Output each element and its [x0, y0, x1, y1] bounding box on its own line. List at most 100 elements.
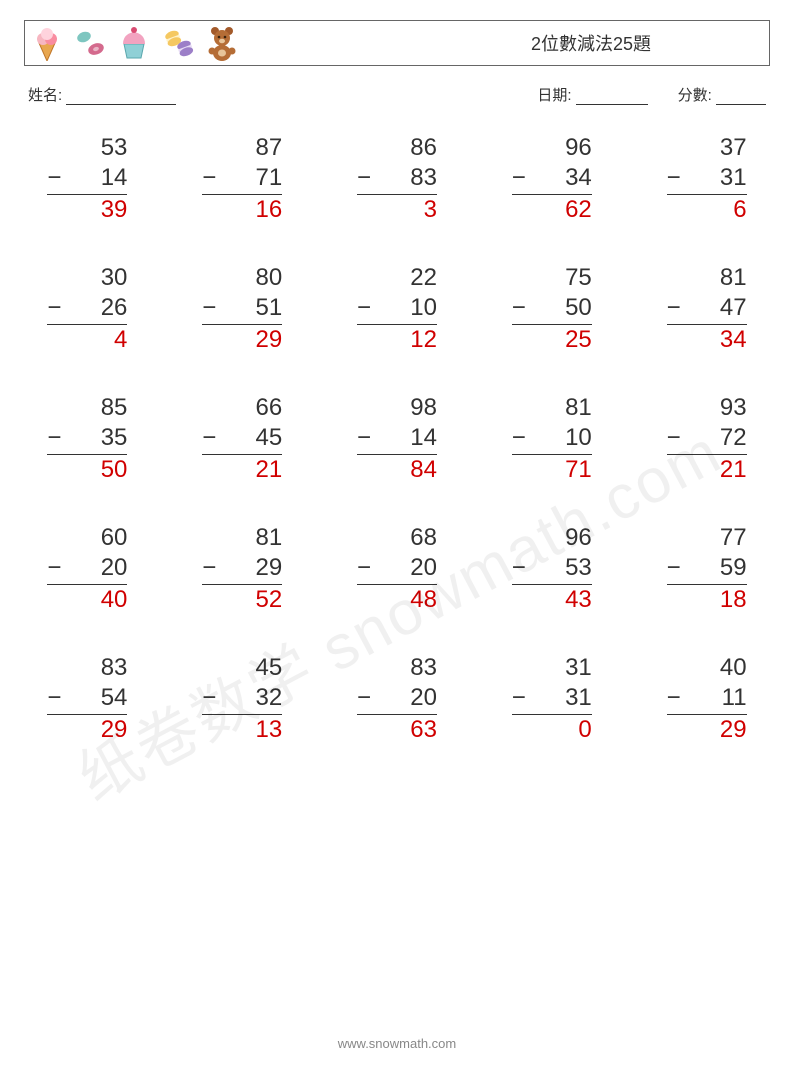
date-label: 日期: — [537, 87, 571, 104]
subtrahend-row: −45 — [202, 423, 282, 455]
header-box: 2位數減法25題 — [24, 20, 770, 66]
answer: 43 — [512, 585, 592, 615]
minus-sign: − — [357, 293, 371, 323]
problem: 87−7116 — [202, 133, 282, 225]
minus-sign: − — [357, 553, 371, 583]
answer: 6 — [667, 195, 747, 225]
minus-sign: − — [667, 293, 681, 323]
minus-sign: − — [667, 163, 681, 193]
problem: 68−2048 — [357, 523, 437, 615]
answer: 0 — [512, 715, 592, 745]
answer: 18 — [667, 585, 747, 615]
score-blank — [716, 90, 766, 105]
minuend: 53 — [47, 133, 127, 163]
minus-sign: − — [202, 553, 216, 583]
subtrahend-row: −54 — [47, 683, 127, 715]
problem: 81−1071 — [512, 393, 592, 485]
minus-sign: − — [357, 683, 371, 713]
subtrahend-row: −59 — [667, 553, 747, 585]
problem: 80−5129 — [202, 263, 282, 355]
subtrahend-row: −83 — [357, 163, 437, 195]
answer: 63 — [357, 715, 437, 745]
minuend: 40 — [667, 653, 747, 683]
problem: 96−5343 — [512, 523, 592, 615]
name-field: 姓名: — [28, 84, 176, 105]
subtrahend-row: −10 — [357, 293, 437, 325]
candy-icon — [73, 28, 107, 58]
subtrahend-row: −51 — [202, 293, 282, 325]
answer: 25 — [512, 325, 592, 355]
answer: 3 — [357, 195, 437, 225]
minuend: 87 — [202, 133, 282, 163]
minus-sign: − — [357, 163, 371, 193]
cupcake-icon — [119, 26, 149, 60]
problem: 93−7221 — [667, 393, 747, 485]
subtrahend-row: −11 — [667, 683, 747, 715]
minuend: 60 — [47, 523, 127, 553]
subtrahend-row: −50 — [512, 293, 592, 325]
answer: 40 — [47, 585, 127, 615]
score-label: 分數: — [678, 87, 712, 104]
minuend: 80 — [202, 263, 282, 293]
date-field: 日期: — [537, 84, 647, 105]
minuend: 86 — [357, 133, 437, 163]
subtrahend-row: −71 — [202, 163, 282, 195]
problem: 30−264 — [47, 263, 127, 355]
minuend: 75 — [512, 263, 592, 293]
problem: 75−5025 — [512, 263, 592, 355]
subtrahend-row: −31 — [512, 683, 592, 715]
date-blank — [576, 90, 648, 105]
answer: 16 — [202, 195, 282, 225]
problem: 96−3462 — [512, 133, 592, 225]
teddy-bear-icon — [207, 25, 237, 61]
minus-sign: − — [202, 163, 216, 193]
subtrahend-row: −29 — [202, 553, 282, 585]
minus-sign: − — [357, 423, 371, 453]
minus-sign: − — [202, 683, 216, 713]
minus-sign: − — [512, 163, 526, 193]
problem: 53−1439 — [47, 133, 127, 225]
answer: 13 — [202, 715, 282, 745]
problem: 85−3550 — [47, 393, 127, 485]
minuend: 85 — [47, 393, 127, 423]
problem: 81−4734 — [667, 263, 747, 355]
answer: 62 — [512, 195, 592, 225]
subtrahend-row: −10 — [512, 423, 592, 455]
problem: 66−4521 — [202, 393, 282, 485]
answer: 4 — [47, 325, 127, 355]
subtrahend-row: −72 — [667, 423, 747, 455]
minuend: 22 — [357, 263, 437, 293]
answer: 84 — [357, 455, 437, 485]
minuend: 81 — [512, 393, 592, 423]
minuend: 81 — [667, 263, 747, 293]
problem: 60−2040 — [47, 523, 127, 615]
minuend: 81 — [202, 523, 282, 553]
problem: 40−1129 — [667, 653, 747, 745]
info-row: 姓名: 日期: 分數: — [28, 84, 766, 105]
score-field: 分數: — [678, 84, 766, 105]
minuend: 98 — [357, 393, 437, 423]
minuend: 96 — [512, 523, 592, 553]
minus-sign: − — [47, 423, 61, 453]
minuend: 96 — [512, 133, 592, 163]
footer-url: www.snowmath.com — [0, 1036, 794, 1051]
subtrahend-row: −32 — [202, 683, 282, 715]
minuend: 45 — [202, 653, 282, 683]
minuend: 93 — [667, 393, 747, 423]
answer: 71 — [512, 455, 592, 485]
minuend: 83 — [357, 653, 437, 683]
minuend: 83 — [47, 653, 127, 683]
subtrahend-row: −34 — [512, 163, 592, 195]
problems-grid: 53−143987−711686−83396−346237−31630−2648… — [30, 133, 764, 745]
subtrahend-row: −35 — [47, 423, 127, 455]
answer: 52 — [202, 585, 282, 615]
answer: 29 — [667, 715, 747, 745]
minus-sign: − — [512, 683, 526, 713]
problem: 37−316 — [667, 133, 747, 225]
subtrahend-row: −31 — [667, 163, 747, 195]
minus-sign: − — [47, 553, 61, 583]
minus-sign: − — [47, 293, 61, 323]
answer: 34 — [667, 325, 747, 355]
problem: 98−1484 — [357, 393, 437, 485]
problem: 81−2952 — [202, 523, 282, 615]
